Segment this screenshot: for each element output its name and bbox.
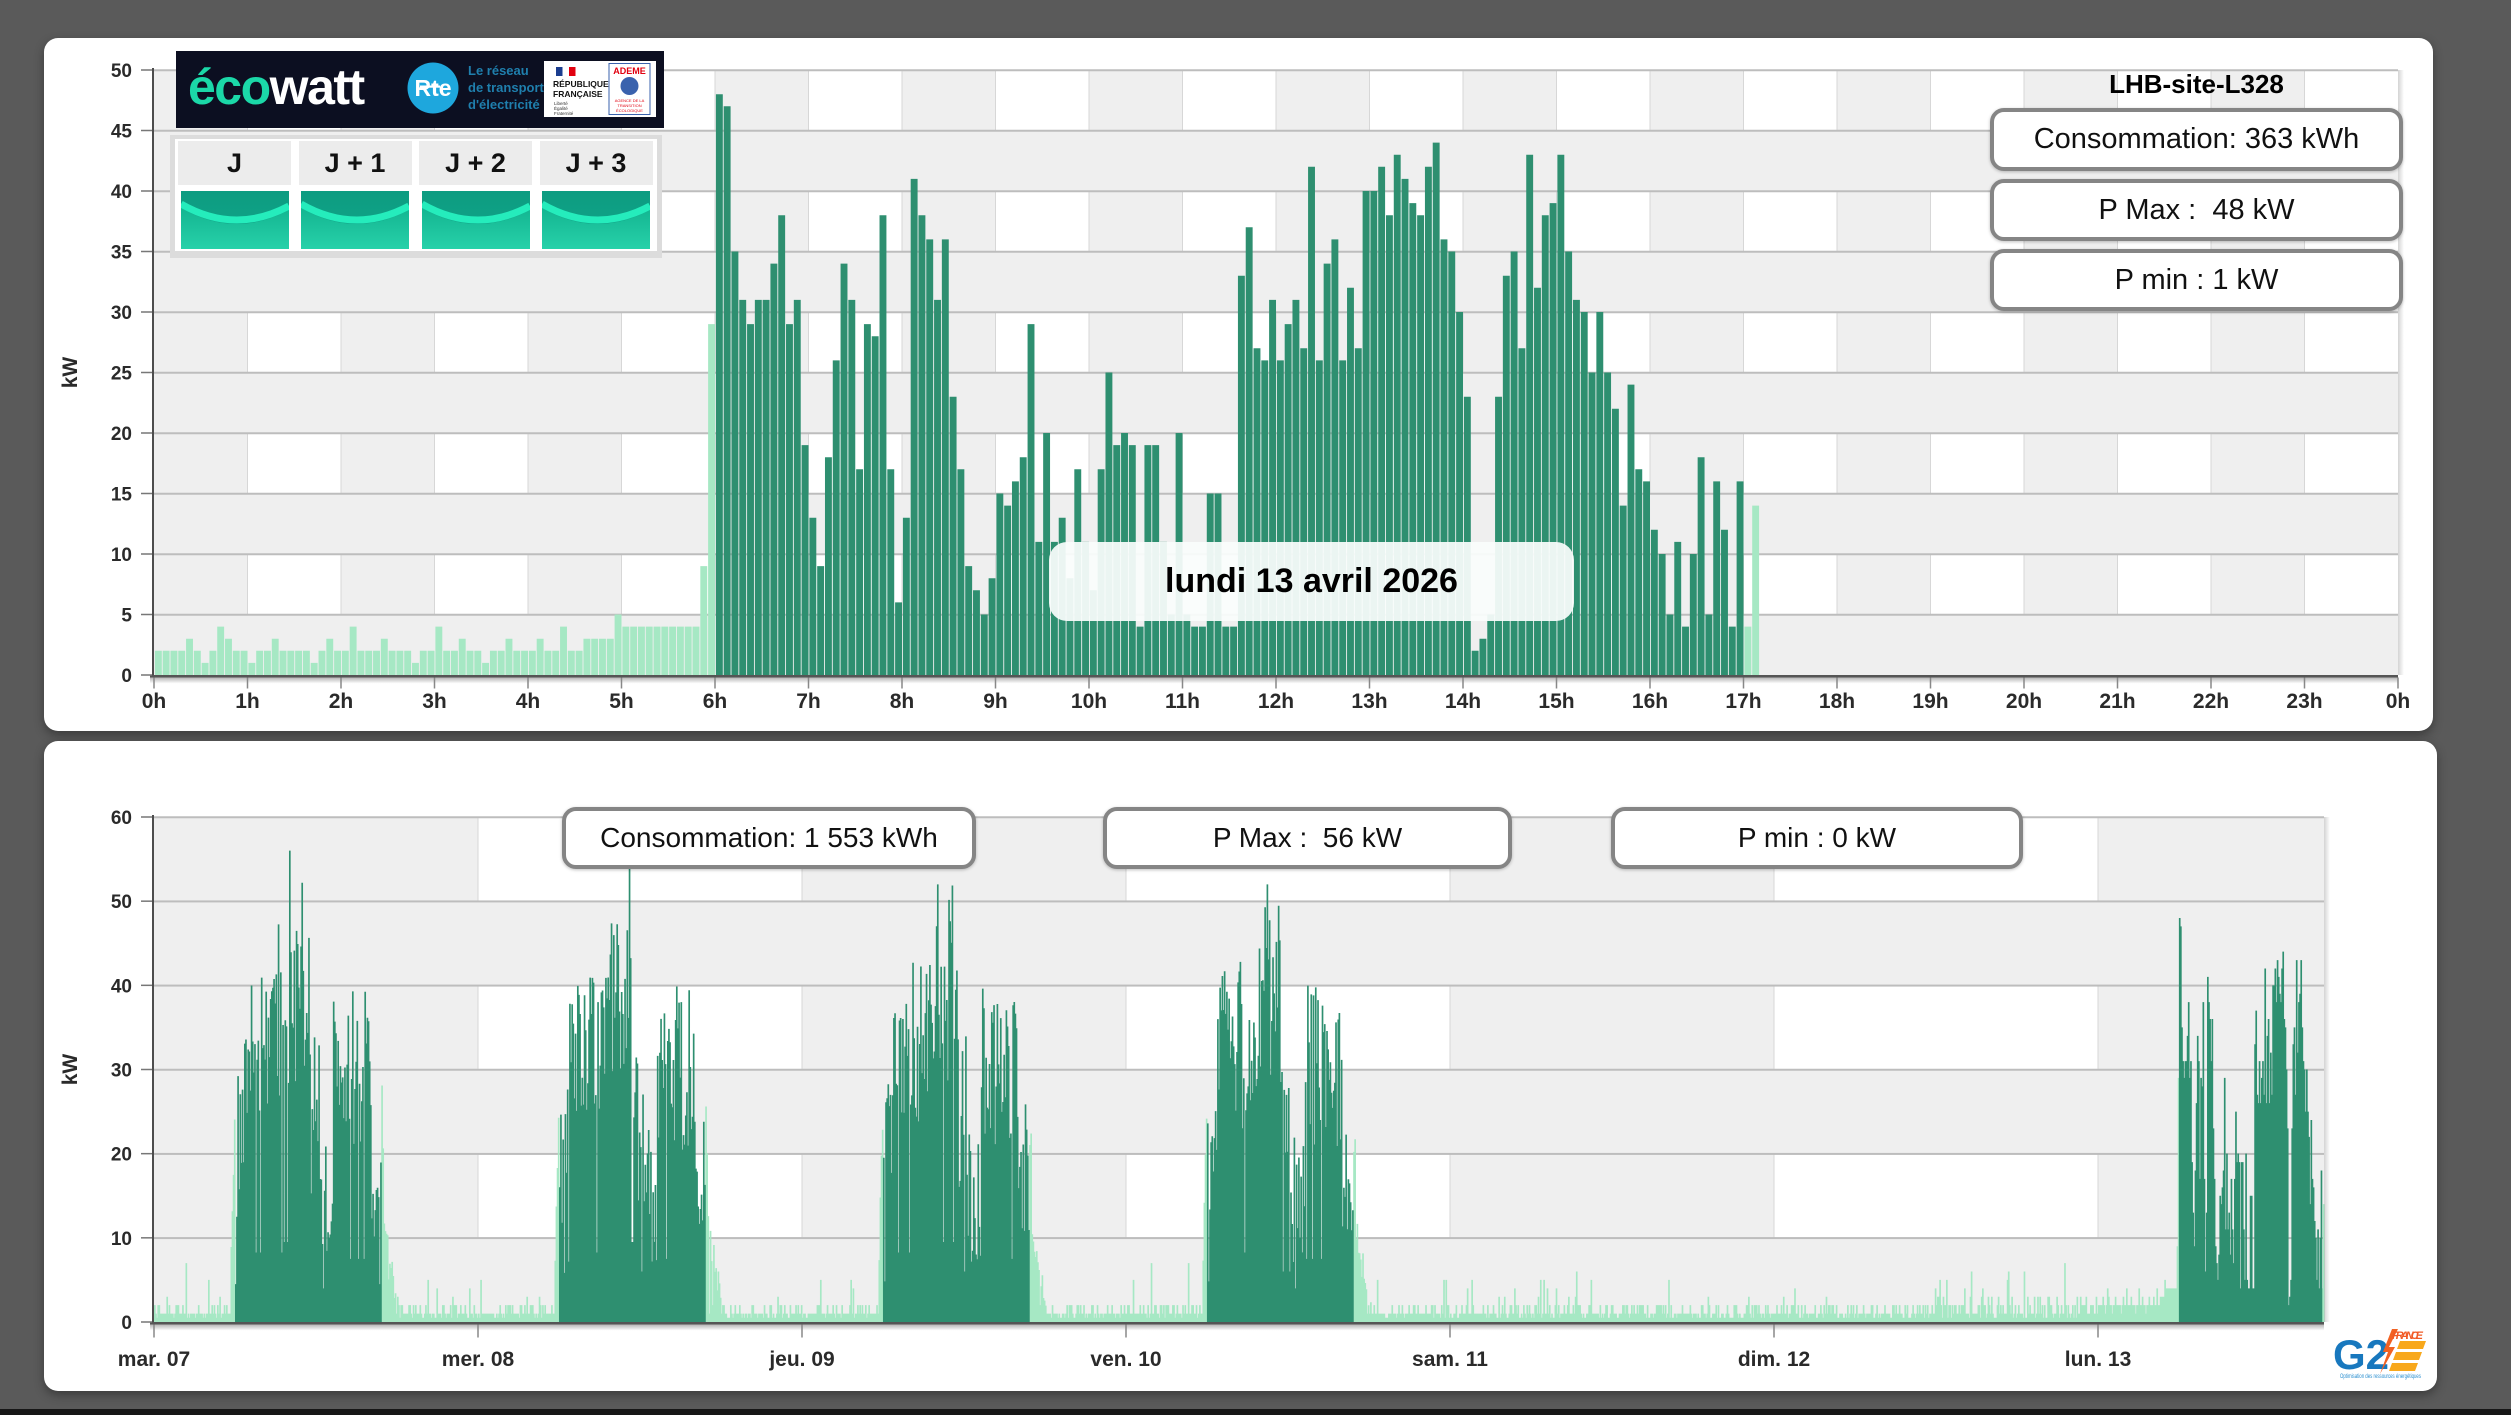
- svg-text:Liberté: Liberté: [554, 101, 568, 106]
- svg-text:Rte: Rte: [414, 75, 451, 101]
- svg-text:AGENCE DE LA: AGENCE DE LA: [615, 98, 645, 103]
- svg-text:20: 20: [111, 424, 132, 445]
- svg-text:16h: 16h: [1632, 690, 1668, 713]
- svg-text:mar. 07: mar. 07: [118, 1348, 190, 1371]
- svg-text:8h: 8h: [890, 690, 915, 713]
- svg-text:kW: kW: [59, 1054, 82, 1086]
- svg-text:50: 50: [111, 892, 132, 913]
- svg-text:2h: 2h: [329, 690, 354, 713]
- svg-text:4h: 4h: [516, 690, 541, 713]
- svg-text:30: 30: [111, 1061, 132, 1082]
- svg-text:5h: 5h: [609, 690, 634, 713]
- svg-text:d'électricité: d'électricité: [468, 97, 540, 112]
- svg-text:0: 0: [121, 666, 132, 687]
- svg-text:lun. 13: lun. 13: [2065, 1348, 2132, 1371]
- svg-text:ÉCOLOGIQUE: ÉCOLOGIQUE: [616, 108, 643, 113]
- svg-text:ven. 10: ven. 10: [1090, 1348, 1161, 1371]
- svg-text:40: 40: [111, 976, 132, 997]
- svg-text:20h: 20h: [2006, 690, 2042, 713]
- svg-text:Fraternité: Fraternité: [554, 111, 574, 116]
- svg-text:17h: 17h: [1725, 690, 1761, 713]
- svg-text:30: 30: [111, 303, 132, 324]
- svg-text:10: 10: [111, 545, 132, 566]
- svg-text:TRANSITION: TRANSITION: [617, 103, 641, 108]
- svg-text:Le réseau: Le réseau: [468, 63, 529, 78]
- svg-text:21h: 21h: [2099, 690, 2135, 713]
- svg-text:12h: 12h: [1258, 690, 1294, 713]
- svg-text:23h: 23h: [2286, 690, 2322, 713]
- svg-text:14h: 14h: [1445, 690, 1481, 713]
- svg-text:50: 50: [111, 61, 132, 82]
- svg-text:10h: 10h: [1071, 690, 1107, 713]
- svg-text:kW: kW: [59, 357, 82, 389]
- svg-text:15h: 15h: [1538, 690, 1574, 713]
- svg-text:20: 20: [111, 1145, 132, 1166]
- svg-text:1h: 1h: [235, 690, 260, 713]
- svg-text:9h: 9h: [983, 690, 1008, 713]
- svg-text:3h: 3h: [422, 690, 447, 713]
- svg-text:0h: 0h: [2386, 690, 2411, 713]
- svg-text:18h: 18h: [1819, 690, 1855, 713]
- svg-text:dim. 12: dim. 12: [1738, 1348, 1810, 1371]
- svg-text:35: 35: [111, 243, 133, 264]
- svg-text:G2: G2: [2333, 1331, 2389, 1378]
- svg-text:FRANCE: FRANCE: [2392, 1330, 2424, 1342]
- svg-text:60: 60: [111, 808, 132, 829]
- svg-text:de transport: de transport: [468, 80, 545, 95]
- svg-text:10: 10: [111, 1229, 132, 1250]
- svg-text:RÉPUBLIQUE: RÉPUBLIQUE: [553, 79, 609, 89]
- svg-text:15: 15: [111, 485, 133, 506]
- svg-text:11h: 11h: [1165, 690, 1200, 713]
- svg-text:Égalité: Égalité: [554, 105, 568, 111]
- svg-text:mer. 08: mer. 08: [442, 1348, 515, 1371]
- svg-text:0h: 0h: [142, 690, 167, 713]
- svg-text:FRANÇAISE: FRANÇAISE: [553, 89, 603, 99]
- svg-text:6h: 6h: [703, 690, 728, 713]
- svg-text:19h: 19h: [1912, 690, 1948, 713]
- svg-text:13h: 13h: [1351, 690, 1387, 713]
- svg-text:ADEME: ADEME: [613, 66, 646, 76]
- svg-text:jeu. 09: jeu. 09: [768, 1348, 834, 1371]
- svg-text:22h: 22h: [2193, 690, 2229, 713]
- svg-text:5: 5: [121, 606, 132, 627]
- svg-text:Optimisation des ressources én: Optimisation des ressources énergétiques: [2340, 1374, 2421, 1380]
- svg-text:7h: 7h: [796, 690, 821, 713]
- svg-text:40: 40: [111, 182, 132, 203]
- svg-text:45: 45: [111, 122, 133, 143]
- svg-text:25: 25: [111, 364, 133, 385]
- svg-text:sam. 11: sam. 11: [1412, 1348, 1488, 1371]
- svg-text:0: 0: [121, 1313, 132, 1334]
